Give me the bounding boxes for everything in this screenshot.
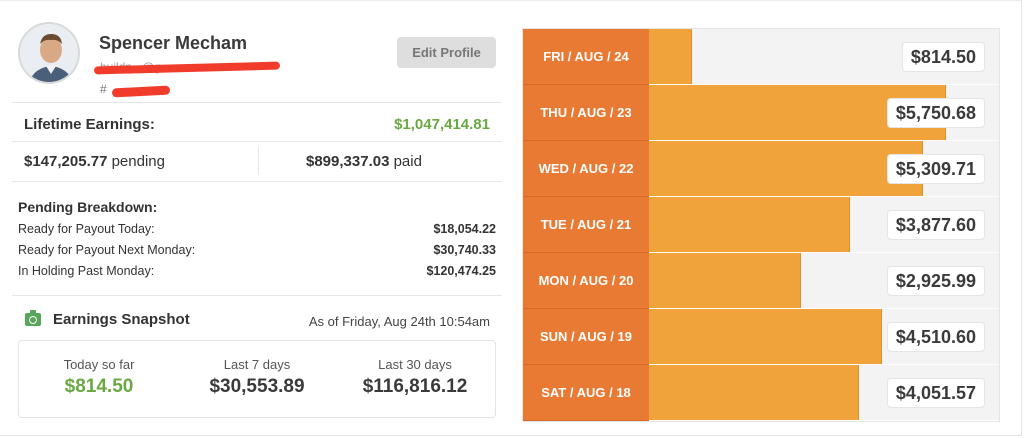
daily-row: THU / AUG / 23 $5,750.68 [523, 85, 999, 141]
edit-profile-button[interactable]: Edit Profile [397, 37, 496, 68]
day-label: WED / AUG / 22 [523, 141, 649, 197]
snapshot-value: $116,816.12 [362, 376, 468, 397]
daily-amount: $3,877.60 [886, 210, 985, 240]
earnings-bar [649, 141, 922, 196]
lifetime-earnings-value: $1,047,414.81 [394, 116, 490, 133]
daily-row: MON / AUG / 20 $2,925.99 [523, 253, 999, 309]
paid-total: $899,337.03 paid [306, 153, 422, 170]
vertical-separator [258, 147, 259, 175]
snapshot-timestamp: As of Friday, Aug 24th 10:54am [308, 314, 490, 329]
daily-row: SAT / AUG / 18 $4,051.57 [523, 365, 999, 421]
snapshot-last-7-days: Last 7 days $30,553.89 [177, 357, 337, 398]
breakdown-row-label: In Holding Past Monday: [18, 264, 155, 278]
earnings-bar [649, 253, 800, 308]
breakdown-row-value: $18,054.22 [433, 222, 496, 236]
bar-track: $4,510.60 [649, 309, 999, 365]
snapshot-value: $30,553.89 [209, 376, 305, 397]
day-label: MON / AUG / 20 [523, 253, 649, 309]
id-redaction-mark [111, 85, 171, 98]
bar-track: $4,051.57 [649, 365, 999, 421]
bar-track: $5,309.71 [649, 141, 999, 197]
snapshot-value: $814.50 [64, 376, 134, 397]
breakdown-row: In Holding Past Monday: $120,474.25 [18, 264, 496, 278]
bar-track: $3,877.60 [649, 197, 999, 253]
snapshot-label: Today so far [63, 357, 135, 372]
day-label: THU / AUG / 23 [523, 85, 649, 141]
breakdown-row-value: $120,474.25 [426, 264, 496, 278]
daily-amount: $2,925.99 [886, 266, 985, 296]
breakdown-row: Ready for Payout Next Monday: $30,740.33 [18, 243, 496, 257]
snapshot-card: Today so far $814.50 Last 7 days $30,553… [18, 340, 496, 418]
profile-name: Spencer Mecham [99, 33, 248, 53]
avatar[interactable] [18, 22, 80, 84]
profile-header: Spencer Mecham buildp...@g...com # Edit … [8, 8, 506, 102]
bar-track: $5,750.68 [649, 85, 999, 141]
avatar-photo [20, 24, 78, 82]
daily-amount: $5,750.68 [886, 98, 985, 128]
earnings-bar [649, 197, 849, 252]
bar-track: $2,925.99 [649, 253, 999, 309]
snapshot-label: Last 7 days [223, 357, 291, 372]
pending-breakdown-title: Pending Breakdown: [18, 199, 158, 215]
breakdown-row: Ready for Payout Today: $18,054.22 [18, 222, 496, 236]
daily-amount: $814.50 [901, 42, 985, 72]
profile-id: # [100, 82, 107, 96]
divider [12, 295, 502, 296]
daily-row: SUN / AUG / 19 $4,510.60 [523, 309, 999, 365]
snapshot-last-30-days: Last 30 days $116,816.12 [335, 357, 495, 398]
earnings-bar [649, 29, 691, 84]
earnings-bar [649, 309, 881, 364]
earnings-panel: Spencer Mecham buildp...@g...com # Edit … [8, 0, 506, 438]
snapshot-label: Last 30 days [378, 357, 452, 372]
day-label: FRI / AUG / 24 [523, 29, 649, 85]
lifetime-earnings-label: Lifetime Earnings: [24, 116, 155, 133]
daily-amount: $5,309.71 [886, 154, 985, 184]
breakdown-row-label: Ready for Payout Today: [18, 222, 155, 236]
pending-label: pending [111, 153, 165, 170]
bar-track: $814.50 [649, 29, 999, 85]
day-label: TUE / AUG / 21 [523, 197, 649, 253]
daily-row: FRI / AUG / 24 $814.50 [523, 29, 999, 85]
breakdown-row-label: Ready for Payout Next Monday: [18, 243, 196, 257]
day-label: SAT / AUG / 18 [523, 365, 649, 421]
paid-amount: $899,337.03 [306, 153, 390, 170]
day-label: SUN / AUG / 19 [523, 309, 649, 365]
daily-row: WED / AUG / 22 $5,309.71 [523, 141, 999, 197]
divider [12, 141, 502, 142]
camera-icon [25, 310, 41, 326]
daily-amount: $4,051.57 [886, 378, 985, 408]
pending-total: $147,205.77 pending [24, 153, 165, 170]
daily-earnings-chart: FRI / AUG / 24 $814.50 THU / AUG / 23 $5,75… [522, 28, 1000, 422]
daily-amount: $4,510.60 [886, 322, 985, 352]
snapshot-today: Today so far $814.50 [19, 357, 179, 398]
pending-amount: $147,205.77 [24, 153, 108, 170]
divider [12, 181, 502, 182]
breakdown-row-value: $30,740.33 [433, 243, 496, 257]
earnings-bar [649, 365, 858, 420]
daily-row: TUE / AUG / 21 $3,877.60 [523, 197, 999, 253]
paid-label: paid [393, 153, 422, 170]
earnings-snapshot-title: Earnings Snapshot [53, 311, 190, 328]
divider [12, 102, 502, 103]
